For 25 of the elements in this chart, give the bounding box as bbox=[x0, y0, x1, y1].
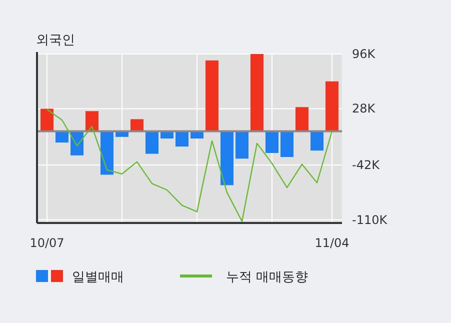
bar bbox=[280, 131, 294, 158]
bar bbox=[40, 108, 54, 132]
y-tick-label: -110K bbox=[352, 212, 388, 227]
x-tick-label: 11/04 bbox=[314, 236, 350, 250]
y-tick-label: 28K bbox=[352, 102, 376, 116]
y-tick-label: 96K bbox=[352, 47, 376, 61]
bar bbox=[130, 119, 144, 132]
bar bbox=[206, 60, 218, 132]
bar bbox=[250, 54, 264, 132]
x-tick-label: 10/07 bbox=[30, 236, 64, 250]
bar bbox=[236, 131, 248, 159]
bar bbox=[296, 107, 308, 132]
bar bbox=[326, 81, 338, 132]
bar bbox=[310, 131, 324, 151]
chart-title: 외국인 bbox=[36, 33, 75, 48]
bar bbox=[100, 131, 114, 175]
y-tick-label: -42K bbox=[352, 158, 381, 172]
legend-label: 일별매매 bbox=[72, 270, 124, 285]
line-series bbox=[46, 108, 333, 222]
bar bbox=[146, 131, 158, 154]
bar bbox=[266, 131, 278, 153]
legend-label: 누적 매매동향 bbox=[226, 270, 308, 285]
bar bbox=[86, 111, 98, 132]
bar bbox=[176, 131, 188, 147]
bar bbox=[220, 131, 234, 186]
